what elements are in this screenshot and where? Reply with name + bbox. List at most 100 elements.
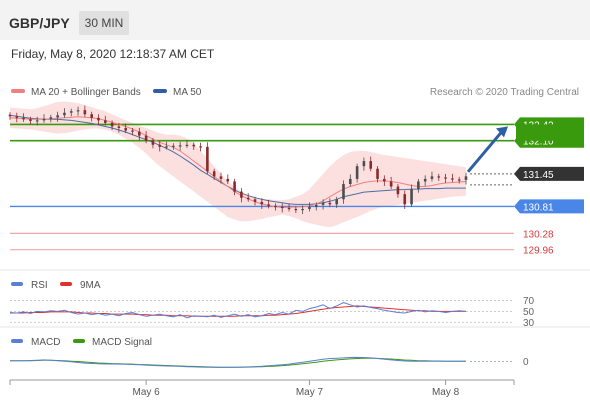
- candle-body: [158, 144, 162, 147]
- candle-body: [117, 126, 121, 128]
- candle-body: [457, 179, 461, 181]
- candle-body: [253, 199, 257, 202]
- macd-tick-0: 0: [523, 357, 529, 368]
- candle-body: [348, 178, 352, 184]
- candle-body: [287, 207, 291, 210]
- rsi-line: [9, 302, 467, 319]
- candle-body: [430, 176, 434, 179]
- candle-body: [63, 112, 66, 116]
- macd-panel: 0: [9, 356, 529, 368]
- candle-body: [369, 161, 373, 169]
- candle-body: [144, 135, 148, 141]
- candle-body: [423, 178, 427, 182]
- x-axis-label: May 6: [133, 387, 161, 398]
- candle-body: [389, 181, 393, 187]
- candle-body: [103, 120, 107, 123]
- macd-line: [9, 356, 466, 368]
- candle-body: [294, 208, 298, 211]
- candle-body: [212, 171, 216, 177]
- candle-body: [383, 178, 386, 182]
- candle-body: [35, 120, 39, 122]
- candle-body: [328, 202, 332, 205]
- candle-body: [274, 205, 277, 208]
- candle-body: [42, 118, 46, 121]
- x-axis: May 6 May 7 May 8: [9, 379, 515, 398]
- macd-legend-label: MACD: [31, 337, 60, 348]
- ma20-legend-swatch: [11, 89, 25, 93]
- candle-body: [226, 178, 230, 182]
- price-tag-text-129.96: 129.96: [523, 246, 554, 257]
- candle-body: [437, 176, 441, 178]
- price-tag-text-130.28: 130.28: [523, 229, 554, 240]
- ma20-legend-label: MA 20 + Bollinger Bands: [31, 87, 141, 98]
- candle-body: [15, 116, 19, 118]
- price-tag-text-131.45: 131.45: [523, 170, 554, 181]
- rsi-ma-legend-label: 9MA: [80, 280, 101, 291]
- x-axis-label: May 7: [296, 387, 324, 398]
- rsi-tick-70: 70: [523, 296, 535, 307]
- candle-body: [321, 202, 325, 205]
- ma50-line: [9, 114, 466, 205]
- forecast-arrow-shaft: [466, 130, 504, 173]
- candle-body: [206, 146, 209, 172]
- candle-body: [90, 114, 93, 118]
- candle-body: [260, 201, 264, 205]
- candle-body: [172, 145, 175, 148]
- candle-body: [83, 110, 87, 115]
- rsi-ma-legend-swatch: [60, 282, 72, 286]
- macd-signal-legend-label: MACD Signal: [92, 337, 152, 348]
- candle-body: [396, 186, 400, 195]
- candle-body: [335, 199, 338, 205]
- macd-legend-swatch: [11, 339, 23, 343]
- candle-body: [138, 131, 141, 136]
- price-tag-text-130.81: 130.81: [523, 202, 554, 213]
- timeframe-button[interactable]: 30 MIN: [79, 11, 129, 35]
- rsi-tick-50: 50: [523, 307, 535, 318]
- candle-body: [165, 146, 168, 148]
- candle-body: [56, 115, 59, 118]
- candle-body: [178, 145, 182, 147]
- candle-body: [69, 111, 73, 113]
- candle-body: [376, 168, 379, 179]
- candle-body: [314, 204, 318, 207]
- candle-body: [267, 204, 270, 206]
- rsi-legend-swatch: [11, 282, 23, 286]
- forecast-arrow-head: [496, 126, 508, 138]
- price-tag-text-132.10: 132.10: [523, 137, 554, 148]
- candle-body: [417, 181, 420, 190]
- top-bar: GBP/JPY 30 MIN: [0, 0, 590, 40]
- candle-body: [192, 144, 196, 147]
- timestamp: Friday, May 8, 2020 12:18:37 AM CET: [11, 47, 215, 61]
- candle-body: [240, 191, 243, 198]
- price-tag-130.81: [514, 199, 584, 214]
- candle-body: [280, 206, 284, 209]
- candle-body: [362, 161, 366, 167]
- candle-body: [355, 166, 359, 179]
- candle-body: [124, 128, 128, 131]
- candle-body: [308, 206, 311, 209]
- candle-body: [151, 140, 155, 145]
- candle-body: [76, 110, 80, 112]
- candle-body: [185, 144, 189, 146]
- candle-body: [22, 117, 25, 120]
- candle-body: [131, 130, 134, 132]
- candle-body: [403, 194, 407, 205]
- candle-body: [342, 184, 345, 200]
- candle-body: [444, 177, 447, 179]
- ma50-legend-label: MA 50: [173, 87, 202, 98]
- candle-body: [410, 189, 413, 205]
- candle-body: [29, 119, 32, 121]
- symbol-title: GBP/JPY: [9, 15, 70, 31]
- candle-body: [199, 146, 202, 148]
- ma20-line: [9, 116, 467, 208]
- candle-body: [451, 178, 454, 180]
- price-tag-131.45: [514, 166, 584, 181]
- rsi-tick-30: 30: [523, 318, 535, 329]
- rsi-legend-label: RSI: [31, 280, 48, 291]
- credit-text: Research © 2020 Trading Central: [430, 87, 579, 98]
- candle-body: [110, 122, 114, 127]
- candle-body: [219, 176, 223, 179]
